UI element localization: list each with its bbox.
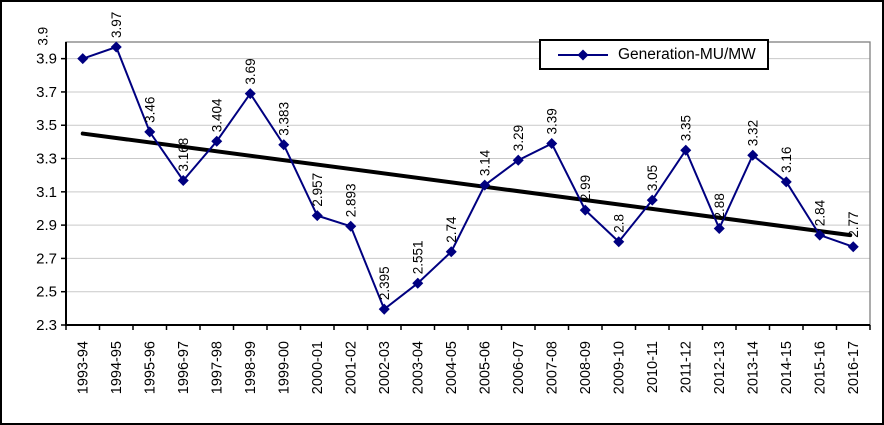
x-axis-tick-label: 2011-12 bbox=[678, 341, 694, 393]
x-axis-tick-label: 2002-03 bbox=[377, 341, 393, 394]
data-point-marker bbox=[613, 236, 625, 248]
x-axis-tick-label: 2012-13 bbox=[712, 341, 728, 394]
data-point-marker bbox=[244, 88, 256, 100]
legend: Generation-MU/MW bbox=[539, 39, 769, 70]
data-point-marker bbox=[311, 210, 323, 222]
data-point-label: 3.46 bbox=[142, 97, 157, 123]
y-axis-tick-label: 3.1 bbox=[36, 184, 57, 201]
data-point-label: 3.05 bbox=[645, 165, 660, 191]
x-axis-tick-label: 1993-94 bbox=[75, 341, 91, 394]
x-axis-tick-label: 2006-07 bbox=[511, 341, 527, 394]
y-axis-tick-label: 3.3 bbox=[36, 151, 57, 168]
data-point-label: 3.9 bbox=[35, 27, 50, 46]
x-axis-tick-label: 2001-02 bbox=[343, 341, 359, 394]
data-point-marker bbox=[144, 126, 156, 138]
data-point-label: 3.32 bbox=[745, 120, 760, 146]
x-axis-tick-label: 1996-97 bbox=[176, 341, 192, 394]
data-point-label: 3.69 bbox=[243, 58, 258, 84]
x-axis-tick-label: 2008-09 bbox=[578, 341, 594, 394]
data-point-marker bbox=[278, 139, 290, 151]
x-axis-tick-label: 1999-00 bbox=[276, 341, 292, 394]
data-point-label: 2.551 bbox=[410, 240, 425, 274]
data-point-label: 3.16 bbox=[779, 147, 794, 173]
y-axis-tick-label: 3.7 bbox=[36, 84, 57, 101]
data-point-label: 3.14 bbox=[477, 149, 492, 176]
data-point-marker bbox=[780, 176, 792, 188]
data-point-marker bbox=[546, 138, 558, 150]
x-axis-tick-label: 2005-06 bbox=[477, 341, 493, 394]
y-axis-tick-label: 2.9 bbox=[36, 217, 57, 234]
x-axis-tick-label: 2009-10 bbox=[611, 341, 627, 394]
data-point-label: 3.404 bbox=[209, 98, 224, 132]
data-point-marker bbox=[512, 154, 524, 166]
x-axis-tick-label: 1998-99 bbox=[243, 341, 259, 394]
data-point-marker bbox=[847, 241, 859, 253]
trend-line bbox=[80, 131, 853, 238]
legend-series-label: Generation-MU/MW bbox=[618, 45, 756, 63]
data-point-label: 2.84 bbox=[812, 199, 827, 226]
x-axis-tick-label: 2016-17 bbox=[846, 341, 862, 394]
data-point-marker bbox=[77, 53, 89, 65]
x-axis-tick-label: 1997-98 bbox=[209, 341, 225, 394]
x-axis-tick-label: 2013-14 bbox=[745, 341, 761, 394]
data-point-label: 3.168 bbox=[176, 138, 191, 172]
data-point-label: 2.88 bbox=[712, 193, 727, 219]
data-point-label: 3.39 bbox=[544, 108, 559, 134]
data-point-label: 3.29 bbox=[511, 125, 526, 151]
y-axis-tick-label: 2.5 bbox=[36, 284, 57, 301]
data-point-marker bbox=[713, 222, 725, 234]
data-point-marker bbox=[579, 204, 591, 216]
data-point-marker bbox=[646, 194, 658, 206]
series-line bbox=[82, 45, 854, 311]
data-point-marker bbox=[680, 144, 692, 156]
data-point-label: 2.77 bbox=[846, 211, 861, 237]
x-axis-tick-label: 2003-04 bbox=[410, 341, 426, 394]
x-axis-tick-label: 2015-16 bbox=[812, 341, 828, 394]
x-axis-tick-label: 2010-11 bbox=[645, 341, 661, 393]
data-point-label: 2.957 bbox=[310, 173, 325, 207]
x-axis-tick-label: 2000-01 bbox=[310, 341, 326, 394]
data-point-label: 2.99 bbox=[578, 175, 593, 201]
data-point-marker bbox=[747, 149, 759, 161]
data-point-label: 2.74 bbox=[444, 216, 459, 243]
data-point-label: 2.395 bbox=[377, 266, 392, 300]
legend-marker-icon bbox=[558, 49, 608, 60]
x-axis-tick-label: 2004-05 bbox=[444, 341, 460, 394]
data-point-marker bbox=[445, 246, 457, 258]
data-point-label: 3.97 bbox=[109, 12, 124, 38]
y-axis-tick-label: 3.5 bbox=[36, 117, 57, 134]
x-axis-tick-label: 2014-15 bbox=[779, 341, 795, 394]
data-point-marker bbox=[177, 174, 189, 187]
x-axis-tick-label: 1994-95 bbox=[109, 341, 125, 394]
data-point-marker bbox=[814, 229, 826, 241]
data-point-label: 3.383 bbox=[276, 102, 291, 136]
data-point-label: 2.893 bbox=[343, 183, 358, 217]
data-point-marker bbox=[211, 135, 223, 147]
y-axis-tick-label: 2.7 bbox=[36, 250, 57, 267]
data-point-marker bbox=[378, 303, 390, 315]
x-axis-tick-label: 1995-96 bbox=[142, 341, 158, 394]
data-point-marker bbox=[479, 179, 491, 191]
data-point-label: 2.8 bbox=[611, 214, 626, 233]
data-point-marker bbox=[412, 277, 424, 289]
y-axis-tick-label: 3.9 bbox=[36, 51, 57, 68]
data-point-marker bbox=[110, 41, 122, 53]
data-point-marker bbox=[345, 220, 357, 232]
data-point-label: 3.35 bbox=[678, 115, 693, 141]
x-axis-tick-label: 2007-08 bbox=[544, 341, 560, 394]
y-axis-tick-label: 2.3 bbox=[36, 317, 57, 334]
